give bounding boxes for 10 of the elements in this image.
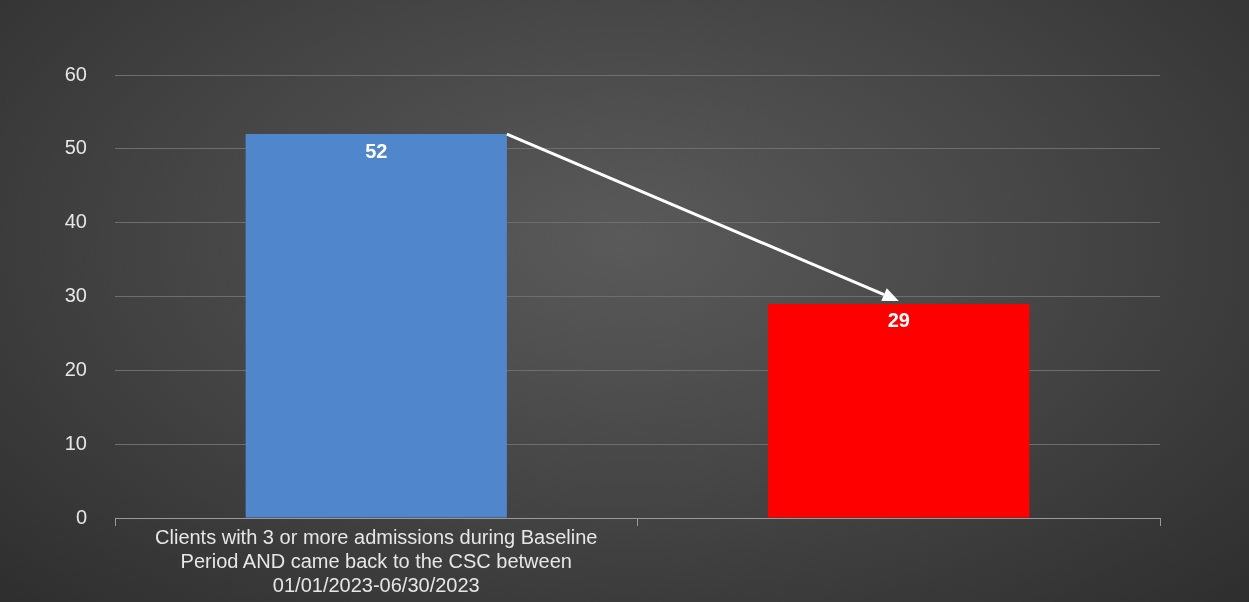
data-label: 29 bbox=[887, 309, 910, 332]
y-tick-label: 20 bbox=[64, 357, 87, 380]
y-tick-label: 10 bbox=[64, 431, 87, 454]
y-tick-label: 50 bbox=[64, 136, 87, 159]
y-tick-label: 40 bbox=[64, 210, 87, 233]
data-label: 52 bbox=[365, 139, 388, 162]
y-tick-label: 0 bbox=[75, 505, 87, 528]
y-tick-label: 30 bbox=[64, 284, 87, 307]
y-tick-label: 60 bbox=[64, 62, 87, 85]
x-tick-label: Clients with 3 or more admissions during Baseline Period AND came back to the CSC between 01/01/2023-06/30/2023 bbox=[155, 525, 598, 596]
